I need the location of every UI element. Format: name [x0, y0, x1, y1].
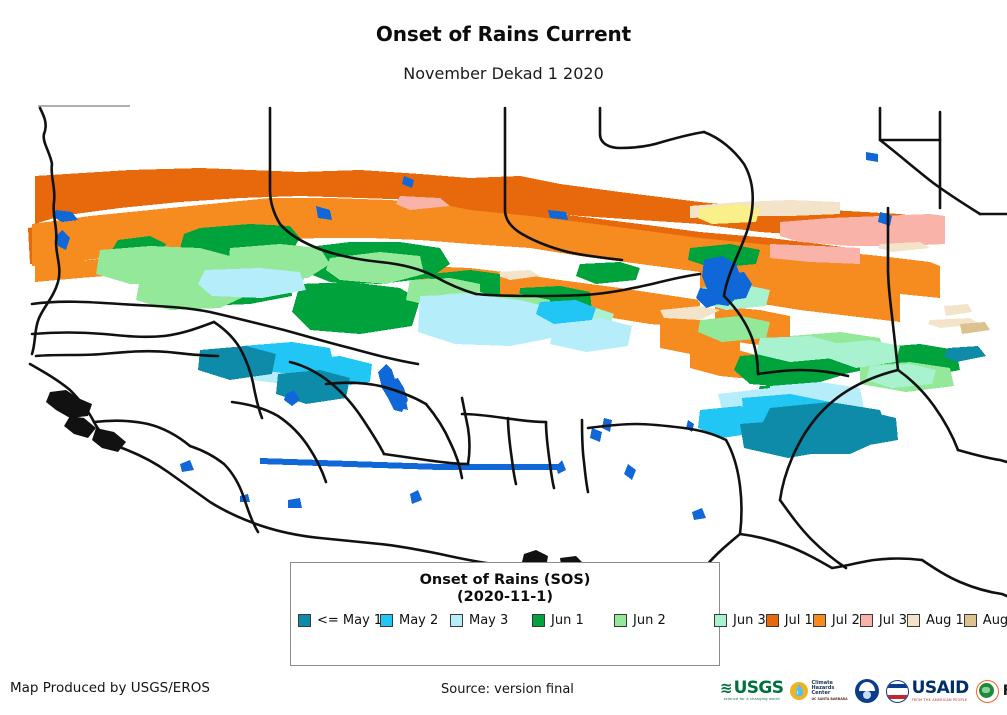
- legend-swatch-icon: [380, 614, 393, 627]
- legend-item-jun1[interactable]: Jun 1: [532, 612, 614, 629]
- usaid-tagline: FROM THE AMERICAN PEOPLE: [911, 697, 968, 702]
- map-graphic[interactable]: [0, 98, 1007, 658]
- legend-item-label: Jul 1: [784, 612, 813, 628]
- chc-line-3: Center: [811, 690, 831, 697]
- footer: Map Produced by USGS/EROS Source: versio…: [0, 666, 1007, 715]
- usaid-logo[interactable]: USAID FROM THE AMERICAN PEOPLE: [885, 678, 970, 703]
- legend-swatch-icon: [450, 614, 463, 627]
- map-source: Source: version final: [441, 682, 574, 697]
- chc-line-1: Climate: [811, 679, 833, 686]
- title-block: Onset of Rains Current November Dekad 1 …: [0, 0, 1007, 82]
- legend-item-label: Jun 3: [733, 612, 766, 628]
- legend-item-aug2[interactable]: Aug 2: [963, 612, 1007, 629]
- class-minor: [944, 304, 990, 334]
- sos-raster-layer: [28, 168, 990, 458]
- logo-strip: ≋ USGS science for a changing world 💧 Cl…: [720, 672, 1007, 710]
- class-may1: [198, 346, 986, 458]
- noaa-logo[interactable]: [854, 679, 879, 703]
- usgs-logo[interactable]: ≋ USGS science for a changing world: [720, 678, 784, 702]
- legend-item-jul2[interactable]: Jul 2: [812, 612, 860, 629]
- legend-item-may2[interactable]: May 2: [380, 612, 450, 629]
- legend-item-label: Aug 2: [982, 612, 1007, 628]
- usgs-wordmark: USGS: [733, 678, 784, 699]
- legend-swatch-icon: [714, 614, 727, 627]
- legend-item-jun2[interactable]: Jun 2: [614, 612, 714, 629]
- class-nostart: [698, 204, 760, 224]
- map-legend: Onset of Rains (SOS) (2020-11-1) <= May …: [290, 562, 1007, 666]
- noaa-seagull-icon: [854, 679, 879, 703]
- water-drop-icon: 💧: [790, 681, 809, 700]
- legend-swatch-icon: [963, 614, 977, 627]
- legend-swatch-icon: [532, 614, 545, 627]
- legend-item-may1[interactable]: <= May 1: [298, 612, 383, 629]
- legend-item-label: Jun 2: [633, 612, 666, 628]
- globe-icon: [975, 679, 999, 703]
- chc-tagline: UC SANTA BARBARA: [811, 696, 848, 701]
- legend-item-jul3[interactable]: Jul 3: [859, 612, 907, 629]
- legend-item-label: Jul 3: [878, 612, 907, 628]
- legend-item-label: Jul 2: [831, 612, 860, 628]
- legend-item-aug1[interactable]: Aug 1: [907, 612, 964, 629]
- legend-swatch-icon: [907, 614, 920, 627]
- legend-items: <= May 1 May 2 May 3 Jun 1 Jun 2 Jun 3 J…: [298, 612, 1007, 629]
- chc-line-2: Hazards: [811, 685, 835, 692]
- legend-item-label: Aug 1: [926, 612, 964, 628]
- water-layer: [52, 152, 892, 520]
- page-subtitle: November Dekad 1 2020: [403, 64, 604, 83]
- usaid-wordmark: USAID: [911, 678, 970, 699]
- usgs-wave-icon: ≋: [720, 679, 733, 698]
- fews-net-wordmark: FEWS NET: [1003, 684, 1007, 698]
- legend-item-label: May 2: [399, 612, 439, 628]
- dark-coast-features: [46, 390, 584, 574]
- legend-item-label: Jun 1: [551, 612, 584, 628]
- legend-swatch-icon: [812, 614, 826, 627]
- legend-item-may3[interactable]: May 3: [450, 612, 532, 629]
- usgs-tagline: science for a changing world: [723, 697, 780, 702]
- legend-item-label: <= May 1: [317, 612, 383, 628]
- legend-swatch-icon: [859, 614, 873, 627]
- page-title: Onset of Rains Current: [375, 22, 632, 46]
- legend-swatch-icon: [298, 614, 311, 627]
- legend-swatch-icon: [614, 614, 627, 627]
- legend-item-label: May 3: [469, 612, 509, 628]
- map-credit: Map Produced by USGS/EROS: [10, 680, 210, 696]
- legend-item-jun3[interactable]: Jun 3: [714, 612, 766, 629]
- usaid-seal-icon: [885, 679, 909, 703]
- legend-title-line-2: (2020-11-1): [457, 589, 553, 605]
- map-canvas[interactable]: [0, 98, 1007, 658]
- legend-swatch-icon: [765, 614, 779, 627]
- legend-title-line-1: Onset of Rains (SOS): [419, 572, 591, 588]
- chc-logo[interactable]: 💧 Climate Hazards Center UC SANTA BARBAR…: [790, 679, 848, 701]
- legend-item-jul1[interactable]: Jul 1: [765, 612, 813, 629]
- legend-title: Onset of Rains (SOS) (2020-11-1): [291, 563, 719, 606]
- fews-net-logo[interactable]: FEWS NET: [975, 679, 1007, 703]
